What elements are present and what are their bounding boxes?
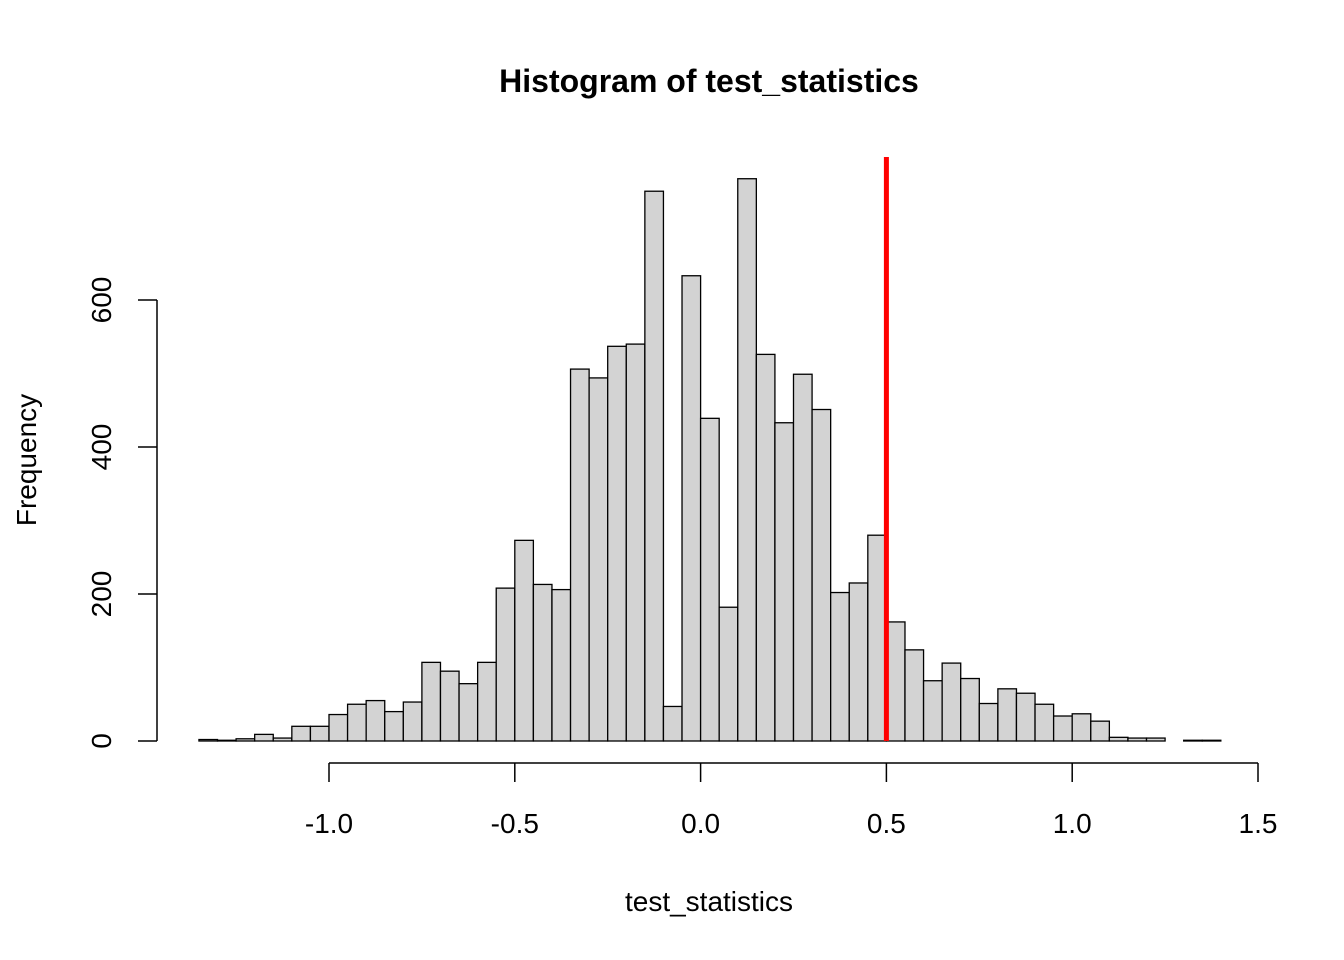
histogram-bar [1052, 715, 1073, 742]
x-tick-label: 0.5 [867, 808, 906, 839]
histogram-bar [569, 368, 590, 742]
histogram-bar [662, 705, 683, 742]
histogram-bar [681, 275, 702, 742]
histogram-bar [198, 738, 219, 742]
x-tick-label: -1.0 [305, 808, 353, 839]
histogram-bar [848, 582, 869, 742]
histogram-bar [495, 587, 516, 742]
histogram-bar [830, 591, 850, 742]
y-tick-label: 400 [86, 424, 117, 471]
histogram-bar [607, 345, 627, 742]
histogram-bar [514, 539, 535, 742]
histogram-bar [346, 703, 367, 742]
histogram-bar [978, 702, 999, 742]
x-axis-label: test_statistics [625, 886, 793, 917]
histogram-bar [235, 738, 256, 742]
histogram-bar [904, 649, 925, 742]
histogram-bar [885, 621, 906, 742]
y-axis: 0 200 400 600 [86, 277, 158, 749]
histogram-bar [625, 343, 646, 742]
histogram-bar [792, 373, 813, 742]
histogram-bar [588, 377, 609, 742]
histogram-bar [941, 662, 962, 742]
histogram-bar [811, 408, 832, 742]
histogram-bar [1108, 736, 1129, 742]
histogram-bar [551, 588, 572, 742]
histogram-bar [439, 670, 460, 742]
x-tick-label: 1.5 [1239, 808, 1278, 839]
histogram-bar [291, 725, 312, 742]
histogram-bar [254, 733, 274, 742]
x-tick-label: 1.0 [1053, 808, 1092, 839]
histogram-bar [365, 699, 386, 742]
histogram-bar [309, 725, 330, 742]
histogram-bar [960, 677, 980, 742]
histogram-bar [755, 353, 776, 742]
histogram-bar [384, 710, 404, 742]
histogram-bar [1090, 720, 1111, 742]
y-tick-label: 600 [86, 277, 117, 324]
histogram-bar [1127, 737, 1148, 742]
chart-title: Histogram of test_statistics [499, 63, 919, 99]
histogram-bar [997, 688, 1018, 742]
histogram-bar [421, 661, 442, 742]
histogram-bar [272, 737, 293, 742]
histogram-bar [216, 739, 237, 742]
histogram-bar [1201, 739, 1222, 742]
histogram-bar [699, 417, 720, 742]
x-tick-label: 0.0 [681, 808, 720, 839]
x-axis: -1.0 -0.5 0.0 0.5 1.0 1.5 [305, 762, 1278, 839]
histogram-bar [458, 683, 479, 742]
histogram-bar [737, 178, 757, 742]
histogram-bar [1015, 692, 1036, 742]
histogram-bar [774, 422, 795, 742]
histogram-bar [1145, 737, 1166, 742]
x-tick-label: -0.5 [491, 808, 539, 839]
histogram-bar [867, 534, 888, 742]
y-tick-label: 0 [86, 733, 117, 749]
histogram-bar [644, 190, 665, 742]
histogram-bar [1071, 713, 1092, 742]
histogram-bar [328, 713, 349, 742]
y-tick-label: 200 [86, 571, 117, 618]
histogram-bar [922, 680, 943, 742]
histogram-bar [476, 661, 497, 742]
y-axis-label: Frequency [11, 394, 42, 526]
histogram-bars [198, 178, 1222, 742]
histogram-bar [1183, 739, 1203, 742]
histogram-bar [532, 583, 553, 742]
histogram-bar [718, 606, 739, 742]
histogram-bar [1034, 703, 1055, 742]
histogram-bar [402, 701, 423, 742]
